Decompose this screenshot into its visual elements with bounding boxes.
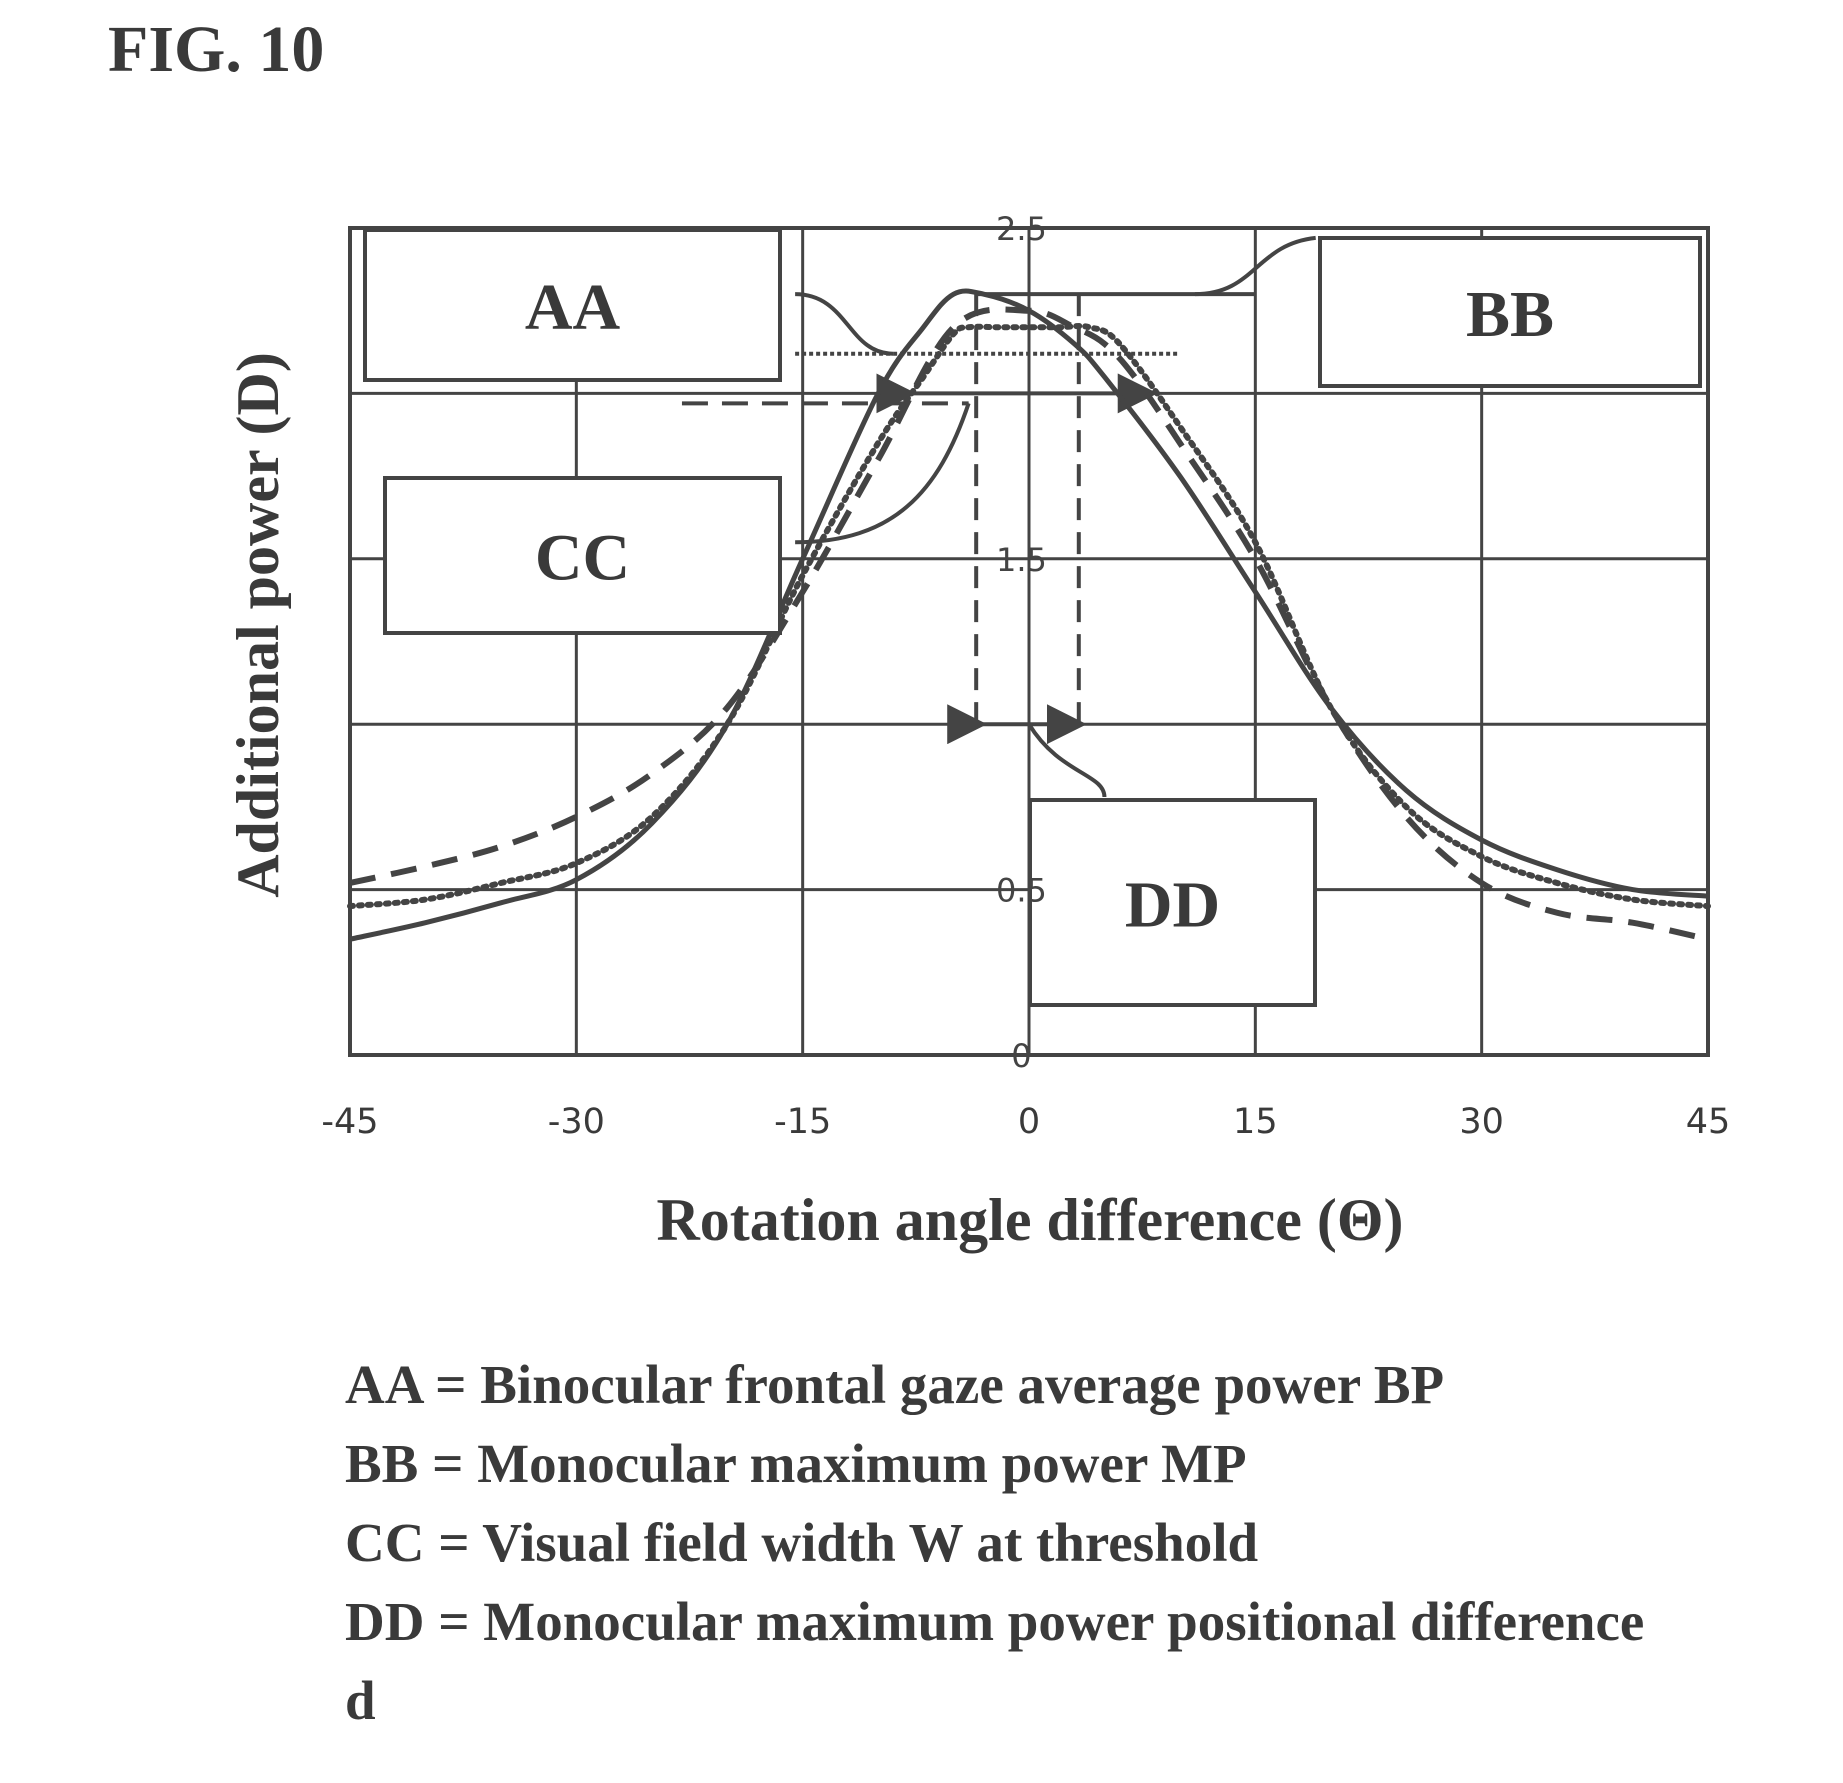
x-tick-label: -45 xyxy=(321,1102,378,1142)
line-chart: AA BB CC DD -45 -30 -15 0 15 30 45 0 0.5 1.5 2.5 Rota… xyxy=(0,0,1843,1300)
legend-line-dd: DD = Monocular maximum power positional … xyxy=(345,1582,1685,1740)
x-tick-label: 0 xyxy=(1018,1102,1040,1142)
bb-box-label: BB xyxy=(1466,278,1554,351)
y-tick-label: 0.5 xyxy=(996,872,1047,910)
dd-leader xyxy=(1029,724,1104,797)
legend-line-cc: CC = Visual field width W at threshold xyxy=(345,1503,1785,1582)
legend-line-bb: BB = Monocular maximum power MP xyxy=(345,1424,1785,1503)
y-tick-label: 2.5 xyxy=(996,210,1047,248)
x-axis-title: Rotation angle difference (Θ) xyxy=(656,1187,1403,1253)
dd-box-label: DD xyxy=(1125,869,1220,942)
legend-line-aa: AA = Binocular frontal gaze average powe… xyxy=(345,1345,1785,1424)
x-tick-label: -30 xyxy=(548,1102,605,1142)
x-tick-label: 15 xyxy=(1233,1102,1278,1142)
legend-block: AA = Binocular frontal gaze average powe… xyxy=(345,1345,1785,1740)
cc-box-label: CC xyxy=(535,522,630,595)
y-tick-label: 0 xyxy=(1011,1037,1031,1075)
y-tick-label: 1.5 xyxy=(996,541,1047,579)
y-axis-title: Additional power (D) xyxy=(225,352,291,898)
aa-leader xyxy=(795,294,893,354)
aa-box-label: AA xyxy=(525,271,621,344)
x-tick-label: 45 xyxy=(1686,1102,1731,1142)
x-tick-label: -15 xyxy=(774,1102,831,1142)
x-tick-label: 30 xyxy=(1459,1102,1504,1142)
